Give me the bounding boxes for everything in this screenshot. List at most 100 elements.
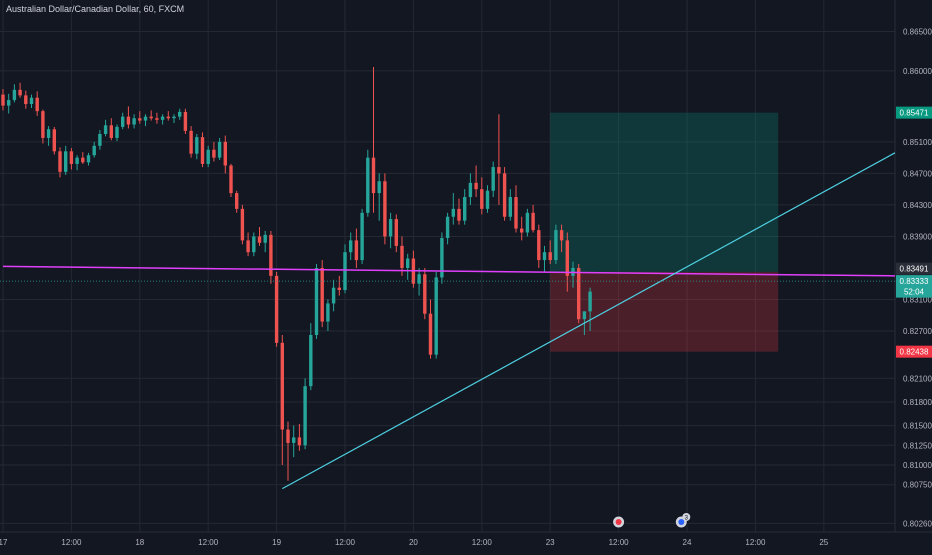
candle[interactable]: [235, 193, 239, 209]
candle[interactable]: [491, 167, 495, 191]
magenta-level[interactable]: [2, 265, 896, 277]
candle[interactable]: [246, 240, 250, 253]
candle[interactable]: [115, 126, 119, 138]
candle[interactable]: [217, 141, 222, 158]
candle[interactable]: [320, 267, 324, 322]
candle[interactable]: [331, 287, 336, 304]
candle[interactable]: [445, 216, 450, 239]
price-label[interactable]: [896, 345, 932, 358]
candle[interactable]: [485, 190, 490, 209]
candle[interactable]: [303, 386, 307, 446]
candle[interactable]: [69, 151, 74, 164]
candle[interactable]: [269, 234, 273, 276]
candle[interactable]: [582, 311, 587, 320]
candle[interactable]: [46, 129, 51, 138]
candle[interactable]: [166, 116, 170, 119]
candle[interactable]: [548, 252, 552, 261]
candle[interactable]: [428, 313, 433, 355]
candle[interactable]: [383, 181, 387, 237]
candle[interactable]: [400, 245, 404, 268]
candle[interactable]: [531, 212, 535, 231]
candle[interactable]: [92, 145, 96, 156]
candle[interactable]: [434, 277, 438, 355]
candle[interactable]: [406, 258, 410, 268]
candle[interactable]: [274, 275, 279, 343]
candle[interactable]: [366, 157, 370, 213]
candle[interactable]: [126, 116, 131, 125]
candle[interactable]: [314, 267, 319, 335]
price-label[interactable]: [896, 275, 932, 288]
candle[interactable]: [525, 212, 530, 233]
candle[interactable]: [35, 97, 39, 112]
candle[interactable]: [206, 149, 210, 164]
candle[interactable]: [286, 429, 290, 443]
candle[interactable]: [388, 219, 393, 237]
candle[interactable]: [257, 236, 262, 243]
candle[interactable]: [229, 165, 233, 194]
candle[interactable]: [138, 118, 142, 121]
price-label[interactable]: [896, 285, 932, 298]
candle[interactable]: [178, 111, 182, 117]
candle[interactable]: [565, 240, 569, 276]
candle[interactable]: [172, 116, 176, 119]
candle[interactable]: [143, 116, 148, 121]
candle[interactable]: [149, 116, 153, 119]
candle[interactable]: [542, 252, 547, 261]
candle[interactable]: [463, 197, 467, 221]
candle[interactable]: [75, 157, 79, 164]
candle[interactable]: [24, 95, 28, 105]
price-label[interactable]: [896, 106, 932, 119]
candle[interactable]: [121, 116, 125, 127]
candle[interactable]: [371, 157, 376, 194]
candle[interactable]: [457, 208, 461, 221]
candle[interactable]: [160, 116, 165, 120]
candle[interactable]: [41, 111, 45, 138]
candle[interactable]: [86, 155, 91, 163]
candle[interactable]: [98, 133, 102, 146]
candle[interactable]: [377, 181, 381, 194]
candle[interactable]: [577, 267, 581, 320]
time-axis[interactable]: 17 12:00 18 12:00 19 12:00 20 12:00 23 12:00 24 12:…: [0, 538, 829, 547]
candle[interactable]: [109, 125, 113, 138]
candle[interactable]: [480, 189, 484, 209]
candle[interactable]: [440, 238, 444, 278]
candle[interactable]: [280, 342, 284, 430]
candle[interactable]: [64, 151, 68, 172]
candle[interactable]: [132, 118, 136, 125]
candles[interactable]: [1, 66, 592, 481]
candle[interactable]: [337, 287, 341, 291]
candle[interactable]: [252, 236, 256, 253]
event-markers[interactable]: 3: [612, 513, 691, 529]
candle[interactable]: [423, 274, 427, 314]
target-zone[interactable]: [550, 112, 779, 272]
candle[interactable]: [81, 157, 85, 163]
price-axis[interactable]: 0.86500 0.86000 0.85100 0.84700 0.84300 0.839…: [896, 28, 932, 529]
candle[interactable]: [474, 182, 478, 190]
candle[interactable]: [451, 208, 455, 217]
candle[interactable]: [155, 118, 159, 120]
drawings[interactable]: [0, 152, 896, 490]
candle[interactable]: [263, 234, 267, 243]
candle[interactable]: [508, 197, 512, 217]
candle[interactable]: [360, 212, 364, 261]
candle[interactable]: [12, 89, 17, 101]
candle[interactable]: [559, 230, 564, 241]
candle[interactable]: [200, 137, 205, 164]
candle[interactable]: [195, 137, 199, 154]
candle[interactable]: [349, 240, 353, 253]
candle[interactable]: [326, 303, 330, 322]
candle[interactable]: [537, 230, 541, 261]
candle[interactable]: [7, 100, 11, 106]
price-label[interactable]: [896, 262, 932, 275]
candle[interactable]: [240, 208, 245, 241]
candle[interactable]: [394, 219, 398, 246]
candle[interactable]: [223, 141, 227, 166]
candle[interactable]: [497, 167, 501, 174]
candle[interactable]: [502, 173, 507, 217]
candle[interactable]: [514, 197, 518, 229]
candle[interactable]: [29, 97, 34, 105]
candle[interactable]: [1, 94, 5, 106]
candle[interactable]: [58, 151, 62, 172]
